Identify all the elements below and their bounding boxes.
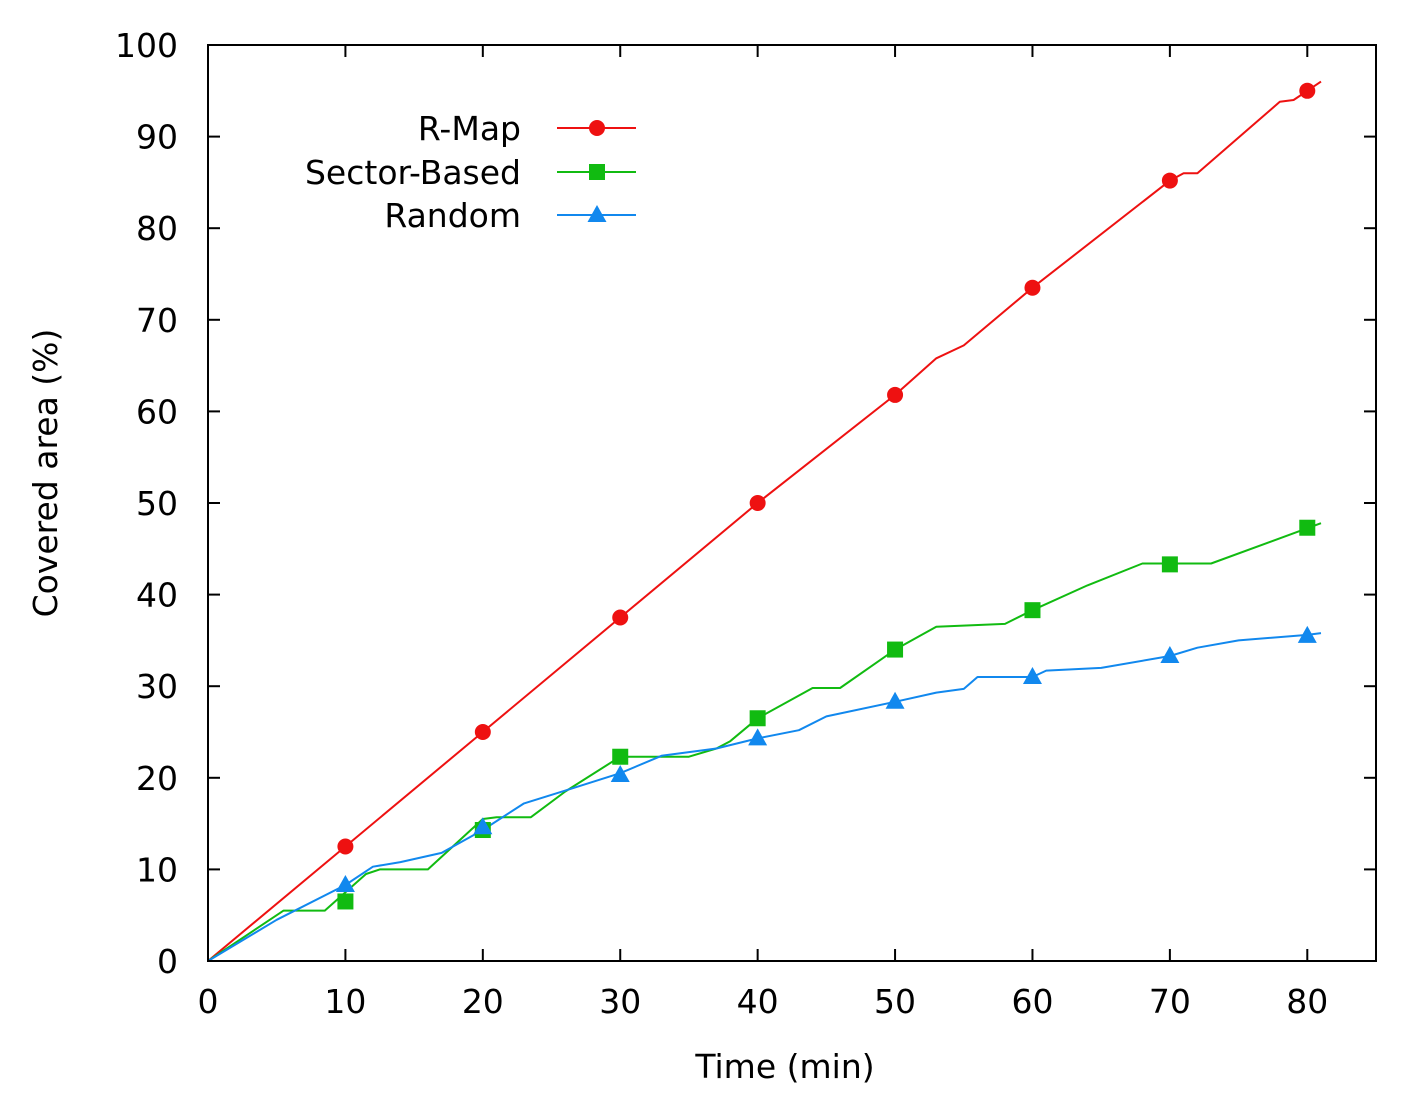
y-tick-label: 30 xyxy=(136,667,178,706)
data-point-random xyxy=(1160,645,1180,663)
legend-marker-random xyxy=(587,205,607,222)
data-point-r-map xyxy=(474,724,491,740)
x-tick-label: 30 xyxy=(599,982,641,1021)
data-point-random xyxy=(748,728,768,746)
legend-marker-r-map xyxy=(589,120,605,136)
x-tick-label: 10 xyxy=(324,982,366,1021)
data-point-sector-based xyxy=(887,641,904,658)
data-point-random xyxy=(335,874,355,892)
plot-area xyxy=(207,80,1322,962)
data-point-r-map xyxy=(887,386,904,403)
y-tick-label: 80 xyxy=(136,209,178,248)
y-axis-ticks: 0 10 20 30 40 50 60 70 80 90 100 xyxy=(115,26,1376,981)
x-tick-label: 0 xyxy=(198,982,219,1021)
data-point-r-map xyxy=(749,495,766,511)
series-markers xyxy=(335,82,1317,910)
y-axis-title: Covered area (%) xyxy=(26,329,65,618)
data-point-sector-based xyxy=(1299,519,1316,536)
y-tick-label: 20 xyxy=(136,759,178,798)
y-tick-label: 60 xyxy=(136,392,178,431)
legend: R-Map Sector-Based Random xyxy=(305,109,636,235)
legend-label-random: Random xyxy=(384,196,521,235)
data-point-sector-based xyxy=(1161,556,1178,573)
legend-label-r-map: R-Map xyxy=(418,109,521,148)
y-tick-label: 50 xyxy=(136,484,178,523)
y-tick-label: 100 xyxy=(115,26,178,65)
data-point-r-map xyxy=(1024,279,1041,296)
legend-label-sector-based: Sector-Based xyxy=(305,153,521,192)
data-point-random xyxy=(473,817,493,835)
y-tick-label: 0 xyxy=(157,942,178,981)
data-point-r-map xyxy=(612,609,629,626)
data-point-sector-based xyxy=(1024,602,1041,619)
series-line-r-map xyxy=(207,80,1322,962)
data-point-r-map xyxy=(337,838,354,855)
data-point-random xyxy=(1022,667,1042,685)
x-tick-label: 50 xyxy=(874,982,916,1021)
x-axis-ticks: 0 10 20 30 40 50 60 70 80 xyxy=(198,45,1328,1021)
x-tick-label: 60 xyxy=(1011,982,1053,1021)
data-point-random xyxy=(885,691,905,709)
x-tick-label: 40 xyxy=(737,982,779,1021)
x-tick-label: 80 xyxy=(1286,982,1328,1021)
x-tick-label: 20 xyxy=(462,982,504,1021)
axes: 0 10 20 30 40 50 60 70 80 0 10 20 30 40 50 60 70 80 90 100 xyxy=(115,26,1377,1021)
series-line-random xyxy=(207,632,1322,962)
data-point-sector-based xyxy=(612,748,629,765)
data-point-r-map xyxy=(1299,82,1316,99)
y-tick-label: 90 xyxy=(136,118,178,157)
legend-marker-sector-based xyxy=(589,164,605,180)
data-point-random xyxy=(1297,625,1317,643)
x-axis-title: Time (min) xyxy=(694,1047,874,1086)
y-tick-label: 40 xyxy=(136,576,178,615)
y-tick-label: 10 xyxy=(136,850,178,889)
x-tick-label: 70 xyxy=(1149,982,1191,1021)
data-point-sector-based xyxy=(337,893,354,910)
data-point-random xyxy=(610,765,630,783)
y-tick-label: 70 xyxy=(136,301,178,340)
data-point-sector-based xyxy=(749,710,766,727)
data-point-r-map xyxy=(1161,172,1178,189)
